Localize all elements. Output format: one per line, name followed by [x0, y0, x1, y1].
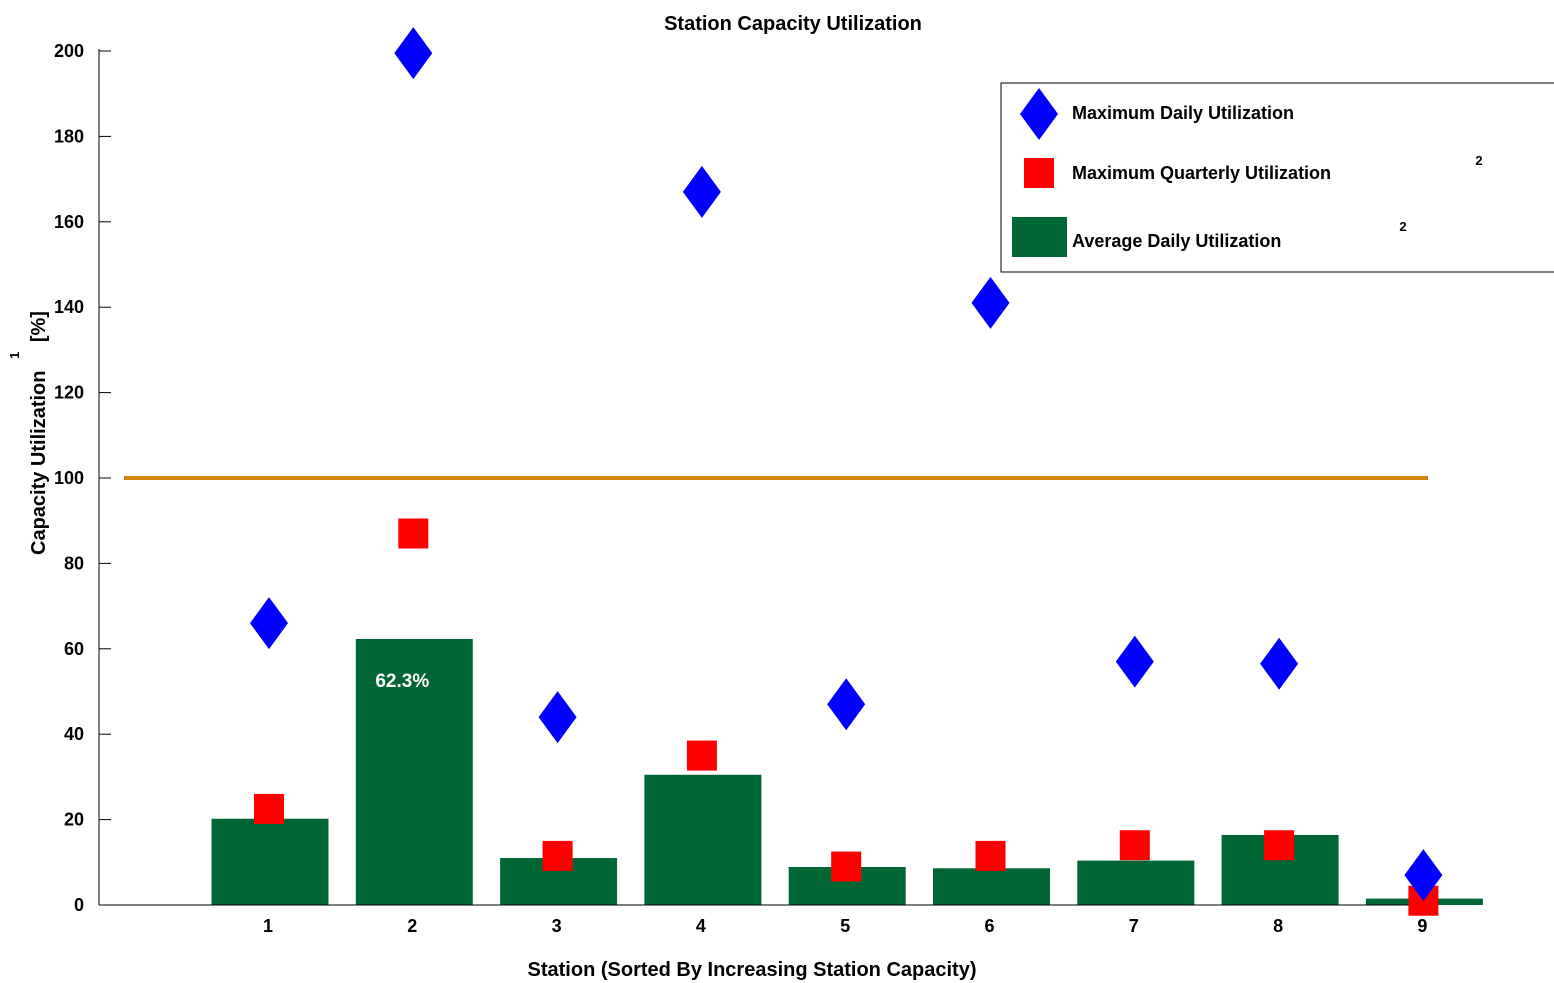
y-axis-label: Capacity Utilization [28, 371, 50, 555]
y-tick-label-160: 160 [54, 212, 84, 232]
x-tick-label-6: 6 [984, 916, 994, 936]
daily-max-marker-station-1 [250, 597, 288, 650]
plot-area: 0 20 40 60 80 100 120 140 160 180 200 1 2 3 4 5 6 7 8 9 62.3… [54, 27, 1483, 936]
x-tick-label-8: 8 [1273, 916, 1283, 936]
y-axis-label-group: Capacity Utilization 1 [%] [2, 311, 50, 555]
quarterly-marker-station-3 [542, 840, 573, 871]
svg-text:Capacity Utilization 1: Capacity Utilization 1 [%] [2, 311, 50, 555]
legend-label-average-daily-utilization: Average Daily Utilization [1072, 231, 1281, 251]
y-axis-unit: [%] [28, 311, 50, 342]
x-tick-label-5: 5 [840, 916, 850, 936]
y-tick-label-180: 180 [54, 126, 84, 146]
bar-value-label-station-2: 62.3% [375, 671, 429, 692]
y-tick-label-0: 0 [74, 895, 84, 915]
quarterly-marker-station-5 [831, 851, 862, 882]
bar-station-7 [1077, 860, 1195, 905]
legend-symbol-maximum-quarterly-utilization [1024, 158, 1054, 188]
legend-symbol-maximum-daily-utilization [1020, 88, 1058, 140]
x-axis-label: Station (Sorted By Increasing Station Ca… [528, 959, 977, 981]
y-tick-label-120: 120 [54, 383, 84, 403]
quarterly-marker-station-8 [1264, 830, 1295, 861]
daily-max-marker-station-3 [538, 691, 577, 744]
quarterly-marker-station-4 [686, 740, 717, 771]
y-tick-label-140: 140 [54, 297, 84, 317]
y-tick-label-80: 80 [64, 553, 84, 573]
legend-footnote-maximum-quarterly-utilization: 2 [1475, 153, 1482, 168]
legend-box [1000, 82, 1554, 273]
x-tick-label-9: 9 [1417, 916, 1427, 936]
daily-max-marker-station-8 [1260, 637, 1299, 690]
bar-station-6 [933, 868, 1050, 905]
quarterly-marker-station-7 [1119, 830, 1150, 861]
daily-max-marker-station-9 [1404, 849, 1443, 902]
chart-title: Station Capacity Utilization [664, 13, 922, 35]
quarterly-marker-station-1 [254, 793, 284, 824]
x-tick-label-2: 2 [407, 916, 417, 936]
y-axis-footnote: 1 [7, 352, 22, 359]
legend: Maximum Daily Utilization Maximum Quarter… [1000, 82, 1554, 273]
daily-max-marker-station-2 [394, 27, 433, 80]
x-tick-label-1: 1 [263, 916, 273, 936]
bar-station-4 [644, 774, 762, 905]
quarterly-marker-station-2 [398, 518, 429, 549]
y-tick-label-100: 100 [54, 468, 84, 488]
daily-max-marker-station-4 [682, 165, 721, 218]
x-tick-label-4: 4 [696, 916, 706, 936]
y-tick-label-20: 20 [64, 810, 84, 830]
y-tick-label-40: 40 [64, 724, 84, 744]
daily-max-marker-station-7 [1115, 635, 1154, 688]
daily-max-marker-station-5 [827, 678, 866, 731]
legend-label-maximum-daily-utilization: Maximum Daily Utilization [1072, 103, 1294, 123]
legend-label-maximum-quarterly-utilization: Maximum Quarterly Utilization [1072, 163, 1331, 183]
y-tick-label-60: 60 [64, 639, 84, 659]
x-tick-label-7: 7 [1129, 916, 1139, 936]
legend-symbol-average-daily-utilization [1012, 217, 1067, 257]
bar-station-1 [211, 818, 329, 905]
x-tick-label-3: 3 [552, 916, 562, 936]
quarterly-marker-station-6 [975, 840, 1006, 871]
daily-max-marker-station-6 [971, 276, 1010, 329]
legend-footnote-average-daily-utilization: 2 [1399, 219, 1406, 234]
bar-station-2 [355, 638, 473, 905]
y-tick-label-200: 200 [54, 41, 84, 61]
